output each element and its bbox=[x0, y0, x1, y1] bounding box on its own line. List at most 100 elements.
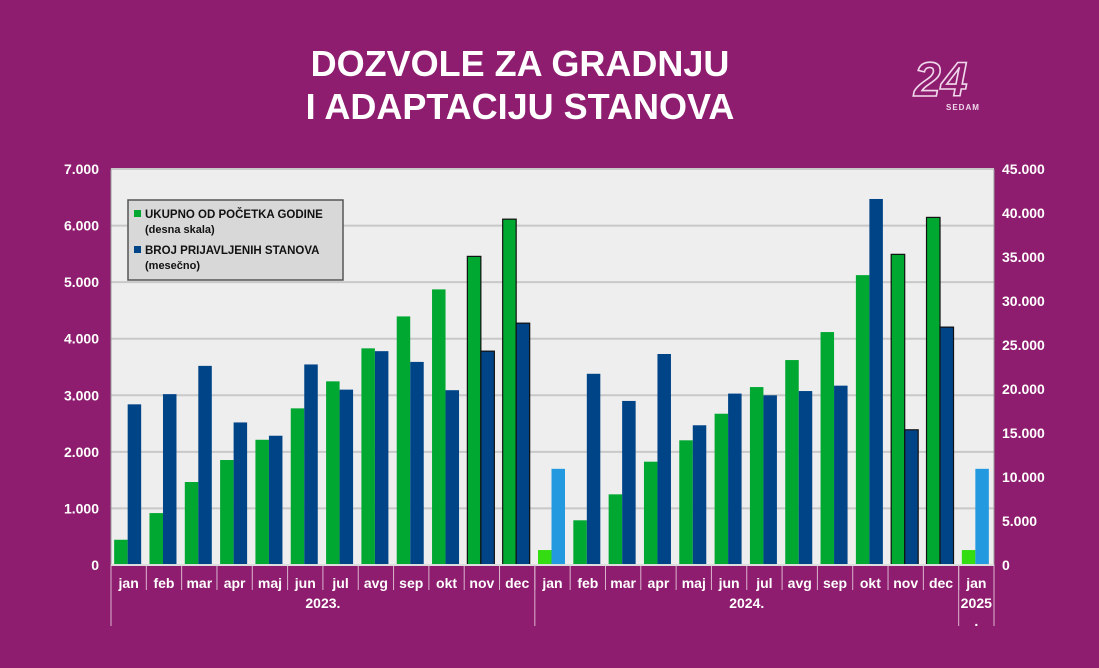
legend-swatch-ukupno bbox=[134, 210, 141, 217]
bar-broj-stanova bbox=[162, 394, 177, 565]
bar-ukupno bbox=[608, 494, 623, 565]
left-tick-label: 6.000 bbox=[64, 218, 99, 234]
legend-sublabel-broj: (mesečno) bbox=[145, 260, 200, 272]
right-tick-label: 15.000 bbox=[1002, 425, 1045, 441]
bar-ukupno bbox=[961, 550, 976, 565]
group-label: 2025 bbox=[961, 595, 993, 611]
right-tick-label: 25.000 bbox=[1002, 337, 1045, 353]
x-tick-label: okt bbox=[436, 575, 457, 591]
bar-broj-stanova bbox=[728, 393, 742, 565]
bar-broj-stanova bbox=[551, 468, 565, 565]
x-tick-label: jan bbox=[965, 575, 986, 591]
x-tick-label: jul bbox=[331, 575, 348, 591]
left-tick-label: 5.000 bbox=[64, 274, 99, 290]
x-tick-label: nov bbox=[469, 575, 494, 591]
bar-ukupno bbox=[396, 316, 411, 565]
x-tick-label: apr bbox=[224, 575, 246, 591]
bar-broj-stanova bbox=[339, 389, 354, 565]
bar-broj-stanova bbox=[445, 390, 460, 565]
bar-broj-stanova bbox=[798, 391, 813, 565]
right-tick-label: 0 bbox=[1002, 557, 1010, 573]
bar-ukupno bbox=[925, 216, 941, 566]
bar-broj-stanova bbox=[198, 365, 212, 565]
left-tick-label: 7.000 bbox=[64, 161, 99, 177]
bar-broj-stanova bbox=[692, 425, 707, 565]
right-tick-label: 40.000 bbox=[1002, 205, 1045, 221]
legend-swatch-broj bbox=[134, 246, 141, 253]
legend-label-ukupno: UKUPNO OD POČETKA GODINE bbox=[145, 208, 323, 221]
bar-broj-stanova bbox=[657, 353, 671, 565]
right-tick-label: 45.000 bbox=[1002, 161, 1045, 177]
bar-ukupno bbox=[538, 550, 552, 565]
x-tick-label: sep bbox=[399, 575, 423, 591]
bar-ukupno bbox=[502, 218, 517, 566]
x-tick-label: dec bbox=[929, 575, 953, 591]
right-tick-label: 35.000 bbox=[1002, 249, 1045, 265]
x-tick-label: feb bbox=[153, 575, 174, 591]
bar-broj-stanova bbox=[586, 373, 601, 565]
legend-label-broj: BROJ PRIJAVLJENIH STANOVA bbox=[145, 245, 319, 257]
bar-broj-stanova bbox=[622, 400, 636, 565]
bar-broj-stanova bbox=[268, 435, 283, 565]
bar-ukupno bbox=[785, 360, 799, 565]
bar-ukupno bbox=[820, 332, 835, 565]
right-tick-label: 10.000 bbox=[1002, 469, 1045, 485]
bar-ukupno bbox=[326, 381, 340, 565]
x-tick-label: feb bbox=[577, 575, 598, 591]
x-tick-label: jan bbox=[541, 575, 562, 591]
bar-broj-stanova bbox=[763, 395, 777, 565]
right-tick-label: 30.000 bbox=[1002, 293, 1045, 309]
left-tick-label: 3.000 bbox=[64, 387, 99, 403]
right-tick-label: 5.000 bbox=[1002, 513, 1037, 529]
x-tick-label: avg bbox=[364, 575, 388, 591]
bar-broj-stanova bbox=[127, 404, 142, 565]
x-tick-label: jun bbox=[718, 575, 740, 591]
bar-ukupno bbox=[255, 439, 269, 565]
x-tick-label: avg bbox=[788, 575, 812, 591]
bar-broj-stanova bbox=[410, 361, 424, 565]
svg-text:24: 24 bbox=[913, 56, 967, 107]
bar-broj-stanova bbox=[480, 350, 495, 566]
bar-broj-stanova bbox=[869, 198, 883, 566]
bar-ukupno bbox=[643, 461, 658, 565]
bar-broj-stanova bbox=[975, 468, 989, 565]
bar-ukupno bbox=[749, 387, 764, 565]
left-tick-label: 1.000 bbox=[64, 500, 99, 516]
x-tick-label: mar bbox=[610, 575, 636, 591]
bar-ukupno bbox=[220, 460, 234, 565]
bar-ukupno bbox=[149, 513, 163, 565]
bar-broj-stanova bbox=[233, 422, 248, 565]
x-tick-label: dec bbox=[505, 575, 529, 591]
x-tick-label: mar bbox=[186, 575, 212, 591]
legend-sublabel-ukupno: (desna skala) bbox=[145, 224, 215, 236]
group-label: 2023. bbox=[305, 595, 340, 611]
bar-ukupno bbox=[432, 289, 446, 565]
sedam24-logo: 24 SEDAM bbox=[912, 53, 1004, 119]
right-tick-label: 20.000 bbox=[1002, 381, 1045, 397]
bar-broj-stanova bbox=[304, 364, 318, 565]
bar-ukupno bbox=[114, 539, 128, 565]
left-tick-label: 0 bbox=[91, 557, 99, 573]
x-tick-label: apr bbox=[648, 575, 670, 591]
bar-broj-stanova bbox=[939, 326, 955, 566]
bar-ukupno bbox=[679, 440, 693, 565]
x-tick-label: sep bbox=[823, 575, 847, 591]
svg-text:SEDAM: SEDAM bbox=[946, 103, 980, 112]
chart-title: DOZVOLE ZA GRADNJU I ADAPTACIJU STANOVA bbox=[170, 42, 870, 128]
title-line-1: DOZVOLE ZA GRADNJU bbox=[310, 43, 730, 84]
left-tick-label: 4.000 bbox=[64, 331, 99, 347]
bar-ukupno bbox=[714, 413, 729, 565]
x-tick-label: nov bbox=[893, 575, 918, 591]
title-line-2: I ADAPTACIJU STANOVA bbox=[305, 86, 735, 127]
legend-box bbox=[127, 199, 344, 281]
group-label: 2024. bbox=[729, 595, 764, 611]
bar-ukupno bbox=[184, 482, 199, 565]
bar-ukupno bbox=[466, 255, 482, 566]
bar-ukupno bbox=[890, 253, 906, 566]
bar-broj-stanova bbox=[904, 429, 919, 566]
bar-ukupno bbox=[361, 348, 375, 565]
x-tick-label: maj bbox=[682, 575, 706, 591]
bar-broj-stanova bbox=[834, 385, 848, 565]
x-tick-label: okt bbox=[860, 575, 881, 591]
